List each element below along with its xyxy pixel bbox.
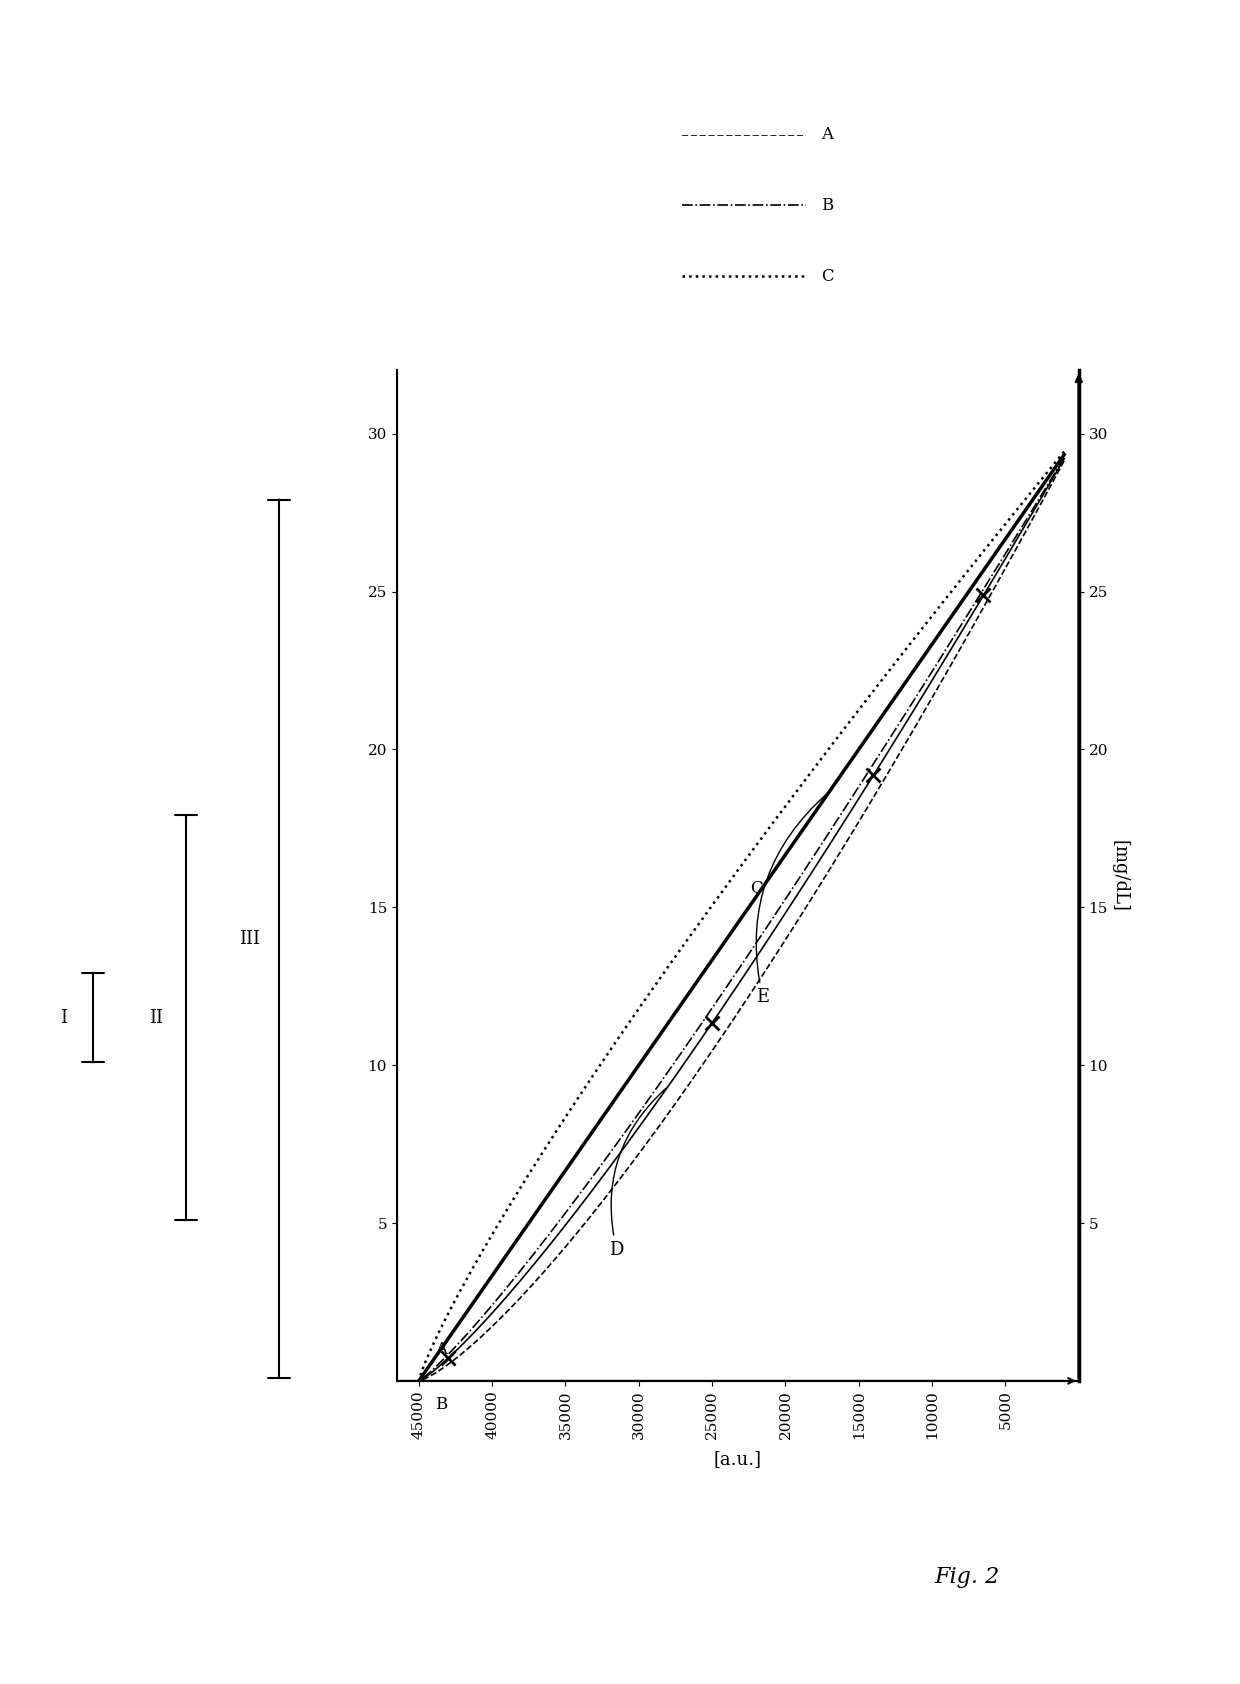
X-axis label: [a.u.]: [a.u.] [714, 1450, 761, 1468]
Text: I: I [60, 1009, 67, 1027]
Text: III: III [239, 930, 259, 948]
Text: D: D [610, 1088, 666, 1258]
Text: B: B [435, 1396, 446, 1413]
Text: A: A [821, 126, 833, 143]
Text: A: A [435, 1340, 446, 1357]
Text: C: C [821, 268, 835, 285]
Text: E: E [756, 793, 827, 1005]
Text: Fig. 2: Fig. 2 [935, 1566, 999, 1588]
Text: B: B [821, 197, 833, 214]
Y-axis label: [mg/dL]: [mg/dL] [1111, 840, 1128, 911]
Text: II: II [149, 1009, 164, 1027]
Text: C: C [750, 879, 763, 898]
